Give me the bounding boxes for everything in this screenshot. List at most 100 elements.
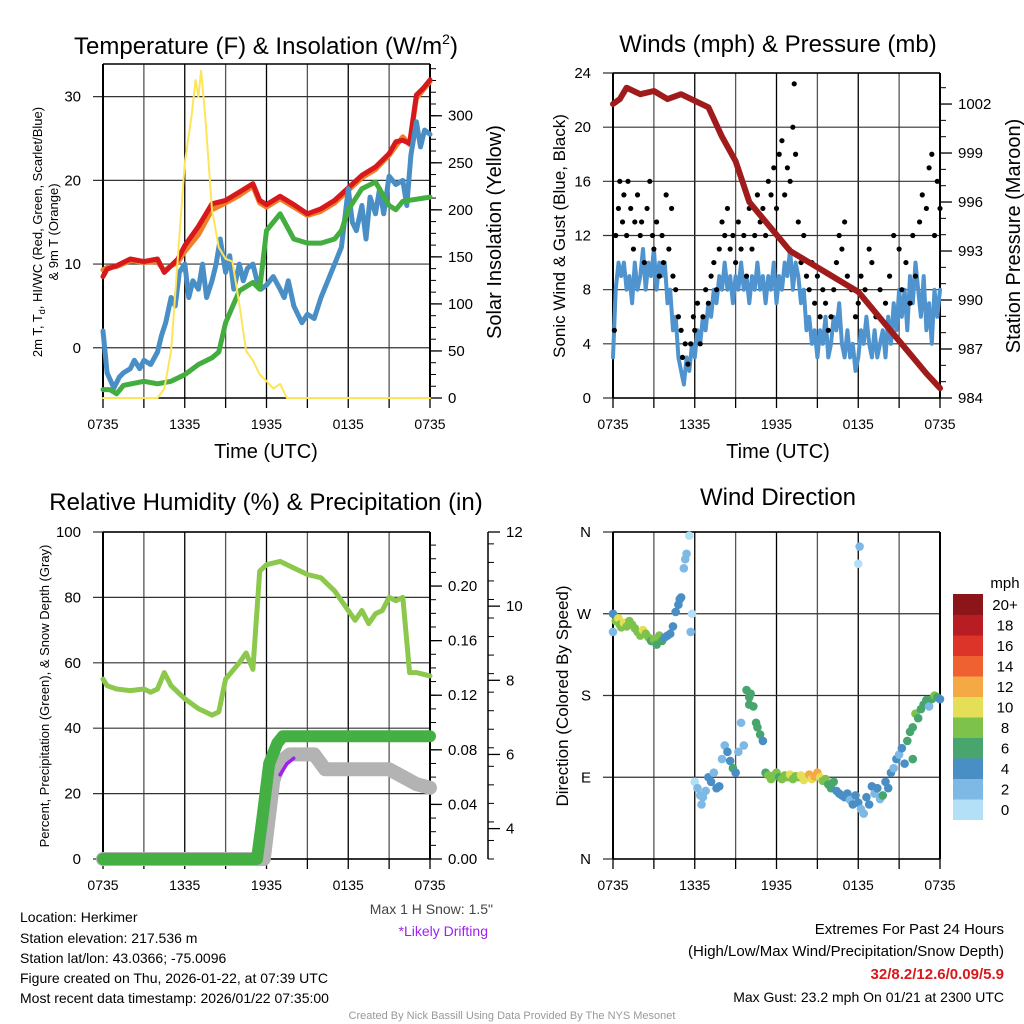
- gust-point: [733, 259, 739, 266]
- gust-point: [639, 219, 645, 225]
- gust-point: [790, 124, 796, 130]
- gust-point: [916, 219, 923, 225]
- pressure-axis-tick-label: 996: [958, 194, 983, 211]
- direction-point: [908, 722, 918, 732]
- direction-point: [736, 718, 746, 728]
- direction-point: [878, 791, 888, 800]
- precip-axis-tick-label: 0.16: [448, 633, 477, 650]
- gust-point: [862, 287, 868, 293]
- wind-xtick-label: 1335: [679, 416, 710, 432]
- gust-point: [719, 219, 725, 225]
- gust-point: [647, 178, 653, 184]
- gust-point: [842, 219, 848, 225]
- gust-point: [654, 219, 660, 225]
- colorbar-label: 0: [1001, 802, 1009, 819]
- colorbar-label: 20+: [992, 597, 1018, 614]
- direction-point: [671, 607, 680, 617]
- gust-point: [656, 273, 662, 279]
- gust-point: [697, 341, 703, 347]
- colorbar-swatch: [953, 717, 983, 738]
- pressure-axis-tick-label: 984: [958, 390, 983, 407]
- gust-point: [910, 232, 916, 239]
- wind-ytick-label: 20: [574, 119, 591, 136]
- gust-point: [839, 246, 845, 252]
- wind-xtick-label: 0735: [597, 416, 628, 432]
- temp-panel-title: Temperature (F) & Insolation (W/m2): [74, 31, 458, 60]
- snow-axis-tick-label: 10: [506, 598, 523, 615]
- gust-point: [760, 205, 766, 212]
- gust-point: [817, 314, 823, 320]
- gust-point: [763, 232, 769, 239]
- direction-point: [883, 783, 893, 793]
- direction-panel-title: Wind Direction: [700, 484, 856, 511]
- direction-point: [685, 531, 694, 540]
- rh-yaxis-title: Percent, Precipitation (Green), & Snow D…: [37, 545, 52, 848]
- gust-point: [891, 232, 897, 239]
- direction-point: [758, 736, 768, 746]
- gust-point: [768, 192, 774, 198]
- direction-point: [903, 736, 912, 746]
- direction-point: [731, 768, 740, 778]
- gust-point: [649, 232, 656, 239]
- gust-point: [795, 219, 801, 225]
- gust-point: [634, 192, 641, 198]
- gust-point: [903, 259, 909, 266]
- likely-drifting-text: *Likely Drifting: [399, 923, 488, 939]
- gust-point: [877, 287, 883, 293]
- gust-point: [688, 341, 694, 347]
- gust-point: [727, 246, 733, 252]
- colorbar-title: mph: [990, 575, 1019, 592]
- direction-point: [908, 754, 918, 764]
- solar-yaxis-title: Solar Insolation (Yellow): [484, 125, 506, 339]
- gust-point: [682, 341, 688, 347]
- colorbar-swatch: [953, 655, 983, 677]
- gust-point: [703, 287, 709, 293]
- temp-xtick-label: 1935: [251, 416, 282, 432]
- solar-axis-tick-label: 200: [448, 202, 473, 219]
- direction-point: [851, 791, 860, 800]
- solar-axis-tick-label: 0: [448, 390, 456, 407]
- recent-data-text: Most recent data timestamp: 2026/01/22 0…: [20, 990, 329, 1006]
- gust-point: [700, 314, 706, 320]
- direction-xtick-label: 0735: [924, 877, 955, 893]
- direction-point: [862, 792, 871, 802]
- extremes-title: Extremes For Past 24 Hours: [815, 921, 1004, 938]
- gust-point: [724, 205, 731, 212]
- series-station-pressure: [610, 84, 943, 392]
- gust-point: [806, 287, 812, 293]
- direction-point: [697, 800, 706, 809]
- gust-point: [713, 287, 720, 293]
- temp-ytick-label: 0: [73, 340, 81, 357]
- gust-point: [690, 314, 696, 320]
- gust-point: [708, 273, 714, 279]
- gust-point: [660, 259, 667, 266]
- colorbar-label: 18: [997, 617, 1014, 634]
- gust-point: [929, 151, 935, 157]
- gust-point: [644, 205, 650, 212]
- gust-point: [907, 300, 913, 306]
- gust-point: [886, 273, 893, 279]
- figure-created-text: Figure created on Thu, 2026-01-22, at 07…: [20, 970, 328, 986]
- direction-point: [693, 783, 702, 793]
- gust-point: [743, 273, 750, 279]
- direction-point: [668, 622, 678, 631]
- colorbar-label: 12: [997, 679, 1014, 696]
- direction-point: [897, 743, 907, 753]
- temp-yaxis-title: 2m T, Td, HI/WC (Red, Green, Scarlet/Blu…: [30, 107, 47, 357]
- wind-xtick-label: 1935: [761, 416, 792, 432]
- direction-xtick-label: 0735: [597, 877, 628, 893]
- direction-point: [864, 800, 874, 809]
- gust-point: [912, 273, 919, 279]
- gust-point: [611, 327, 617, 333]
- extremes-values: 32/8.2/12.6/0.09/5.9: [871, 966, 1004, 983]
- precip-axis-tick-label: 0.04: [448, 796, 477, 813]
- gust-point: [792, 151, 799, 157]
- gust-point: [858, 273, 864, 279]
- gust-point: [625, 178, 631, 184]
- gust-point: [722, 232, 728, 239]
- direction-ytick-label: W: [577, 606, 592, 623]
- gust-point: [637, 232, 643, 239]
- gust-point: [679, 354, 686, 360]
- precip-axis-tick-label: 0.20: [448, 578, 477, 595]
- colorbar-swatch: [953, 614, 983, 636]
